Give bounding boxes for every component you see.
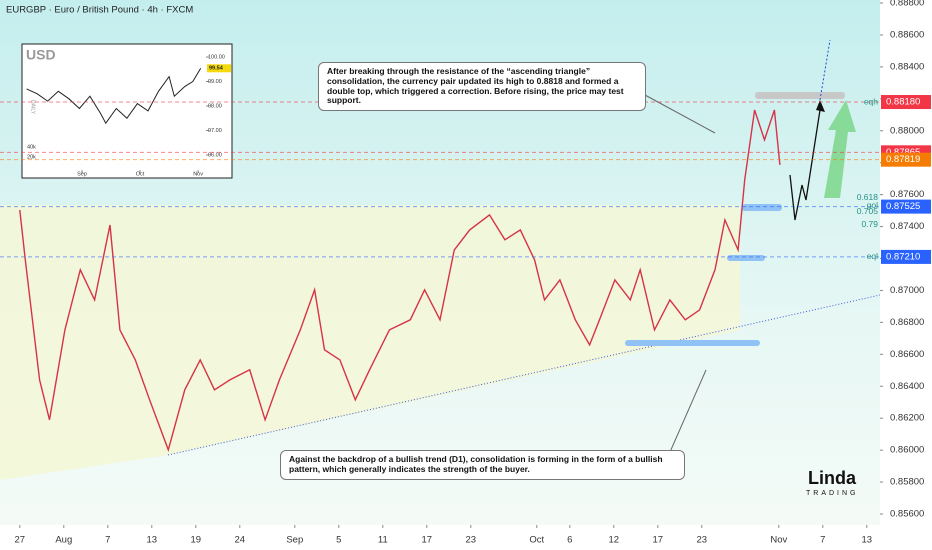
callout-pointer <box>669 369 707 453</box>
price-tag-label: 0.87865 <box>886 147 920 158</box>
y-tick-label: 100.00 <box>208 54 225 60</box>
x-tick-label: 13 <box>862 535 873 546</box>
x-tick-label: 23 <box>466 535 477 546</box>
x-tick-label: 11 <box>378 535 388 546</box>
y-tick-label: 0.86600 <box>890 349 924 360</box>
x-tick-label: 6 <box>567 535 572 546</box>
last-value-tag <box>207 64 231 73</box>
annotation: Against the backdrop of a bullish trend … <box>280 450 685 480</box>
x-tick-label: 17 <box>653 535 664 546</box>
price-tag <box>881 199 931 214</box>
x-tick-label: Sep <box>77 171 87 177</box>
logo-name: Linda <box>808 468 856 488</box>
x-tick-label: 23 <box>697 535 708 546</box>
price-tag <box>881 249 931 264</box>
x-tick-label: 7 <box>820 535 825 546</box>
support-zone <box>727 255 765 261</box>
y-tick-label: 0.87000 <box>890 285 924 296</box>
y-tick-label: 0.86000 <box>890 445 924 456</box>
y-tick-label: 0.86400 <box>890 381 924 392</box>
x-tick-label: Nov <box>770 535 787 546</box>
annotation: After breaking through the resistance of… <box>318 62 646 112</box>
logo-tagline: TRADING <box>806 490 859 497</box>
x-tick-label: 27 <box>15 535 26 546</box>
level-label: eqh <box>864 96 878 106</box>
level-label: 0.79 <box>861 219 878 229</box>
price-tag-label: 0.87819 <box>886 154 920 165</box>
x-tick-label: 13 <box>147 535 158 546</box>
resistance-zone <box>755 92 845 99</box>
x-tick-label: Oct <box>529 535 544 546</box>
y-tick-label: 0.88600 <box>890 29 924 40</box>
price-tag-label: 0.87210 <box>886 251 920 262</box>
projection-path <box>789 109 821 221</box>
y-tick-label: 0.88800 <box>890 0 924 9</box>
price-tag-label: 0.87525 <box>886 201 920 212</box>
level-label: 0.705 <box>857 206 879 216</box>
symbol-title: EURGBP · Euro / British Pound · 4h · FXC… <box>6 5 193 16</box>
y-tick-label: 0.85600 <box>890 508 924 519</box>
time-axis <box>0 525 880 550</box>
callout-pointer <box>644 94 716 134</box>
inset-chart: USD DAILY 96.00 97.00 98.00 99.00 100.00 Sep O… <box>21 43 233 179</box>
support-zone <box>625 340 760 346</box>
triangle-zone <box>0 205 740 480</box>
level-label: gol <box>867 200 878 210</box>
y-tick-label: 0.86800 <box>890 317 924 328</box>
x-tick-label: 24 <box>235 535 246 546</box>
y-tick-label: 0.87600 <box>890 189 924 200</box>
x-tick-label: 7 <box>105 535 110 546</box>
volume-tick-label: 40k <box>27 144 36 150</box>
x-tick-label: Nov <box>193 171 203 177</box>
level-label: 0.618 <box>857 192 879 202</box>
level-label: eql <box>867 251 878 261</box>
x-tick-label: 19 <box>191 535 202 546</box>
y-tick-label: 98.00 <box>208 103 222 109</box>
y-tick-label: 0.88400 <box>890 61 924 72</box>
y-tick-label: 99.00 <box>208 79 222 85</box>
price-tag-label: 0.88180 <box>886 97 920 108</box>
support-zone <box>742 204 782 211</box>
price-axis <box>880 0 932 550</box>
x-tick-label: 17 <box>422 535 433 546</box>
inset-y-label: DAILY <box>30 100 36 115</box>
inset-title: USD <box>26 47 56 63</box>
x-tick-label: Aug <box>55 535 72 546</box>
y-tick-label: 0.88000 <box>890 125 924 136</box>
arrow-head <box>816 100 825 112</box>
y-tick-label: 96.00 <box>208 152 222 158</box>
price-line <box>26 68 202 125</box>
price-line <box>19 109 781 453</box>
volume-tick-label: 20k <box>27 154 36 160</box>
x-tick-label: Sep <box>286 535 303 546</box>
x-tick-label: 5 <box>336 535 341 546</box>
last-value-label: 99.54 <box>209 66 224 72</box>
y-tick-label: 0.85800 <box>890 477 924 488</box>
price-tag <box>881 152 931 167</box>
inset-frame <box>21 43 233 179</box>
target-arrow <box>824 100 856 198</box>
y-tick-label: 0.86200 <box>890 413 924 424</box>
y-tick-label: 0.87400 <box>890 221 924 232</box>
price-tag <box>881 95 931 110</box>
y-tick-label: 97.00 <box>208 128 222 134</box>
x-tick-label: 12 <box>609 535 620 546</box>
x-tick-label: Oct <box>136 171 145 177</box>
